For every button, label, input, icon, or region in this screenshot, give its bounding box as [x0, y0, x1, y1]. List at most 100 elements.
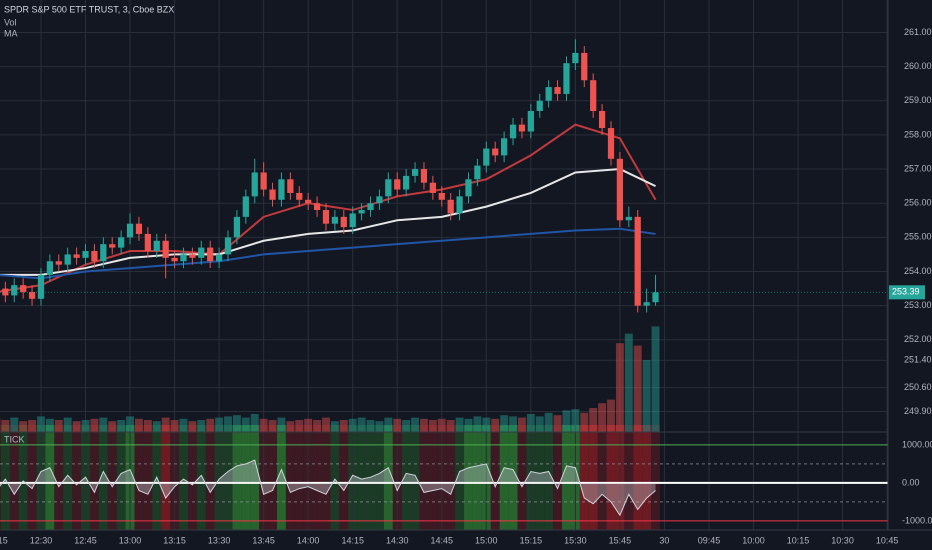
- candle-body: [171, 257, 178, 262]
- tick-band: [544, 425, 554, 530]
- volume-bar: [304, 418, 313, 432]
- volume-bar: [348, 418, 357, 432]
- x-tick-label: 14:45: [431, 535, 454, 545]
- tick-band: [401, 425, 411, 530]
- tick-band: [98, 425, 108, 530]
- candle-body: [349, 213, 356, 228]
- y-tick-label: 252.00: [904, 334, 932, 344]
- volume-bar: [108, 421, 117, 432]
- volume-bar: [295, 420, 304, 432]
- candle-body: [501, 138, 508, 156]
- tick-band: [535, 425, 545, 530]
- x-tick-label: 15:00: [475, 535, 498, 545]
- y-tick-label: 261.00: [904, 27, 932, 37]
- candle-body: [474, 165, 481, 180]
- volume-bar: [589, 408, 598, 432]
- candle-body: [394, 179, 401, 190]
- candle-body: [447, 199, 454, 214]
- tick-band: [232, 425, 242, 530]
- tick-band: [383, 425, 393, 530]
- tick-band: [508, 425, 518, 530]
- x-tick-label: 09:45: [698, 535, 721, 545]
- volume-bar: [491, 418, 500, 432]
- tick-band: [464, 425, 473, 530]
- x-tick-label: 12:45: [74, 535, 97, 545]
- candle-body: [296, 192, 303, 200]
- x-tick-label: 13:30: [208, 535, 231, 545]
- tick-band: [0, 425, 1, 530]
- y2-tick-label: 1000.00: [902, 439, 932, 449]
- tick-band: [9, 425, 19, 530]
- volume-bar: [428, 420, 437, 432]
- volume-bar: [411, 417, 420, 432]
- tick-band: [446, 425, 456, 530]
- volume-bar: [633, 345, 642, 432]
- candle-body: [643, 302, 650, 306]
- volume-bar: [517, 417, 526, 432]
- tick-band: [268, 425, 277, 530]
- candle-body: [403, 175, 410, 190]
- volume-bar: [393, 418, 402, 432]
- candle-body: [189, 254, 196, 258]
- candle-body: [563, 63, 570, 94]
- volume-bar: [179, 418, 188, 432]
- tick-area: [0, 460, 656, 516]
- candle-body: [492, 148, 499, 156]
- candle-body: [287, 179, 294, 193]
- candle-body: [126, 223, 134, 238]
- candle-body: [483, 148, 490, 166]
- y-tick-label: 256.00: [904, 198, 932, 208]
- volume-bar: [402, 420, 411, 432]
- tick-band: [276, 425, 286, 530]
- volume-bar: [45, 418, 54, 432]
- candle-body: [420, 169, 428, 183]
- price-axis: [888, 0, 932, 550]
- tick-band: [374, 425, 384, 530]
- candle-body: [607, 128, 615, 159]
- x-tick-label: 13:45: [252, 535, 275, 545]
- candle-body: [598, 110, 606, 129]
- tick-band: [0, 425, 10, 530]
- tick-band: [490, 425, 500, 530]
- y-tick-label: 260.00: [904, 61, 932, 71]
- volume-bar: [482, 417, 491, 432]
- x-tick-label: 15:45: [609, 535, 632, 545]
- tick-band: [428, 425, 438, 530]
- tick-band: [553, 425, 563, 530]
- volume-bar: [642, 360, 651, 432]
- tick-band: [134, 425, 144, 530]
- tick-band: [205, 425, 215, 530]
- candle-body: [20, 285, 27, 292]
- y2-tick-label: -1000.00: [902, 515, 932, 525]
- x-tick-label: 10:00: [742, 535, 765, 545]
- candle-body: [162, 240, 169, 258]
- candle-body: [251, 172, 258, 197]
- tick-band: [562, 425, 571, 530]
- candle-body: [28, 291, 36, 299]
- tick-band: [107, 425, 117, 530]
- volume-bar: [134, 418, 143, 432]
- tick-band: [588, 425, 598, 530]
- y-tick-label: 259.00: [904, 95, 932, 105]
- candle-body: [260, 172, 267, 190]
- volume-bar: [143, 420, 152, 432]
- volume-bar: [562, 410, 571, 432]
- tick-band: [321, 425, 331, 530]
- candle-body: [438, 192, 445, 200]
- volume-bar: [126, 416, 134, 432]
- volume-bar: [553, 415, 562, 432]
- volume-bar: [339, 420, 348, 432]
- volume-bar: [455, 417, 464, 432]
- candle-body: [545, 87, 552, 101]
- tick-band: [410, 425, 420, 530]
- y-tick-label: 251.40: [904, 355, 932, 365]
- volume-bar: [607, 399, 615, 432]
- y-tick-label: 249.90: [904, 406, 932, 416]
- tick-band: [499, 425, 509, 530]
- volume-bar: [598, 403, 607, 432]
- last-price-tag: [889, 285, 925, 300]
- volume-bar: [250, 414, 259, 432]
- x-tick-label: 13:15: [163, 535, 186, 545]
- indicator-label: MA: [4, 28, 18, 38]
